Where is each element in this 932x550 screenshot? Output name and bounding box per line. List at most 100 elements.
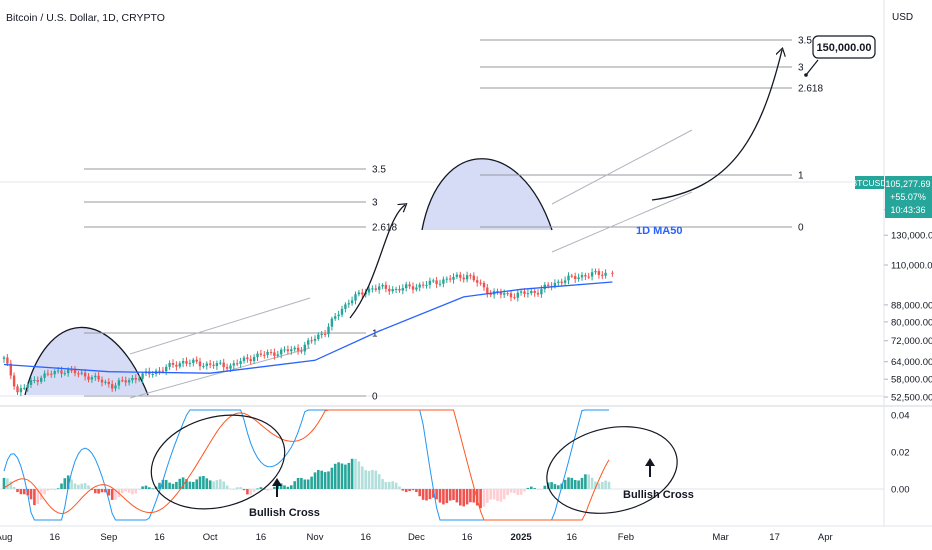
fib-levels[interactable]: 3.5 3 2.618 1 0 3.5 3 2.618 1 0	[84, 36, 823, 403]
candle-body	[374, 288, 377, 290]
candle-body	[290, 349, 293, 352]
macd-bar	[286, 486, 290, 489]
macd-bar	[252, 489, 256, 492]
macd-bar	[259, 487, 263, 489]
time-axis[interactable]: Aug 16 Sep 16 Oct 16 Nov 16 Dec 16 2025 16 Feb Mar 17 A…	[0, 532, 833, 543]
macd-bar	[104, 489, 107, 493]
candle-body	[100, 379, 104, 383]
macd-bar	[134, 489, 138, 494]
macd-pane[interactable]	[0, 458, 884, 509]
candle-body	[252, 357, 256, 361]
macd-bar	[350, 458, 354, 489]
macd-bar	[448, 489, 452, 501]
macd-bar	[428, 489, 432, 500]
target-callout[interactable]: 150,000.00	[804, 35, 876, 77]
candle-body	[114, 385, 117, 389]
macd-bar	[570, 477, 574, 489]
macd-bar	[519, 489, 523, 495]
macd-bar	[56, 488, 60, 490]
arc-curve-2	[421, 158, 553, 231]
macd-bar	[80, 483, 83, 489]
macd-bar	[127, 489, 131, 493]
candle-body	[90, 377, 94, 380]
macd-bar	[144, 485, 148, 489]
macd-bar	[452, 489, 455, 500]
candle-body	[303, 344, 306, 352]
macd-bar	[435, 489, 438, 500]
macd-bar	[29, 489, 33, 500]
macd-bar	[100, 489, 104, 493]
callout-pointer	[805, 59, 819, 76]
candle-body	[350, 300, 354, 304]
macd-bar	[310, 476, 313, 489]
macd-bar	[516, 489, 520, 495]
macd-bar	[320, 470, 323, 489]
candle-body	[530, 291, 533, 294]
macd-bar	[2, 477, 6, 489]
candle-body	[185, 361, 188, 364]
candle-body	[574, 276, 577, 279]
macd-bar	[530, 486, 533, 489]
macd-bar	[114, 489, 117, 500]
macd-bar	[296, 478, 300, 489]
candle-body	[509, 293, 513, 298]
candle-body	[361, 292, 364, 295]
indicator-axis[interactable]: 0.04 0.02 0.00	[891, 411, 910, 496]
macd-bar	[557, 485, 560, 489]
candle-body	[83, 372, 87, 377]
price-tick: 80,000.00	[891, 317, 932, 328]
candle-body	[371, 288, 374, 290]
macd-bar	[398, 486, 401, 489]
candle-body	[9, 363, 12, 376]
candle-body	[357, 292, 361, 295]
macd-bar	[70, 479, 73, 489]
macd-bar	[164, 480, 168, 489]
macd-bar	[202, 476, 205, 489]
macd-bar	[219, 479, 222, 489]
candle-body	[547, 284, 550, 286]
candle-body	[286, 349, 290, 352]
candle-body	[246, 357, 249, 360]
bullish-cross-label-2: Bullish Cross	[623, 489, 694, 501]
candle-body	[205, 363, 208, 366]
macd-bar	[401, 489, 405, 491]
macd-bar	[408, 489, 411, 492]
fib-level-label: 3.5	[372, 165, 386, 176]
candle-body	[323, 333, 327, 335]
candle-body	[587, 276, 590, 278]
channel-line	[129, 347, 311, 399]
candle-body	[134, 378, 137, 380]
macd-bar	[506, 489, 509, 496]
candle-body	[388, 288, 391, 292]
candle-body	[415, 287, 418, 290]
candle-body	[408, 284, 411, 287]
fib-level-label: 1	[372, 329, 378, 340]
macd-bar	[212, 481, 215, 489]
candle-body	[570, 275, 573, 277]
candle-body	[67, 369, 70, 374]
indicator-tick: 0.02	[891, 448, 910, 459]
macd-bar	[499, 489, 503, 502]
macd-bar	[459, 489, 462, 506]
macd-bar	[442, 489, 445, 505]
fib-level-label: 2.618	[372, 223, 397, 234]
macd-bar	[33, 489, 36, 506]
candle-body	[131, 378, 134, 381]
candle-body	[567, 275, 570, 281]
macd-bar	[246, 489, 249, 495]
indicator-tick: 0.00	[891, 485, 910, 496]
macd-bar	[357, 461, 361, 489]
candle-body	[141, 373, 144, 379]
macd-bar	[550, 482, 553, 489]
macd-bar	[489, 489, 492, 500]
macd-bar	[175, 481, 178, 489]
candle-body	[317, 334, 320, 339]
candle-body	[590, 272, 594, 277]
candle-body	[117, 380, 121, 386]
candle-body	[310, 340, 313, 342]
cross-arrows	[272, 458, 655, 497]
candle-body	[438, 283, 442, 285]
candle-body	[540, 289, 543, 295]
candle-body	[354, 294, 357, 301]
